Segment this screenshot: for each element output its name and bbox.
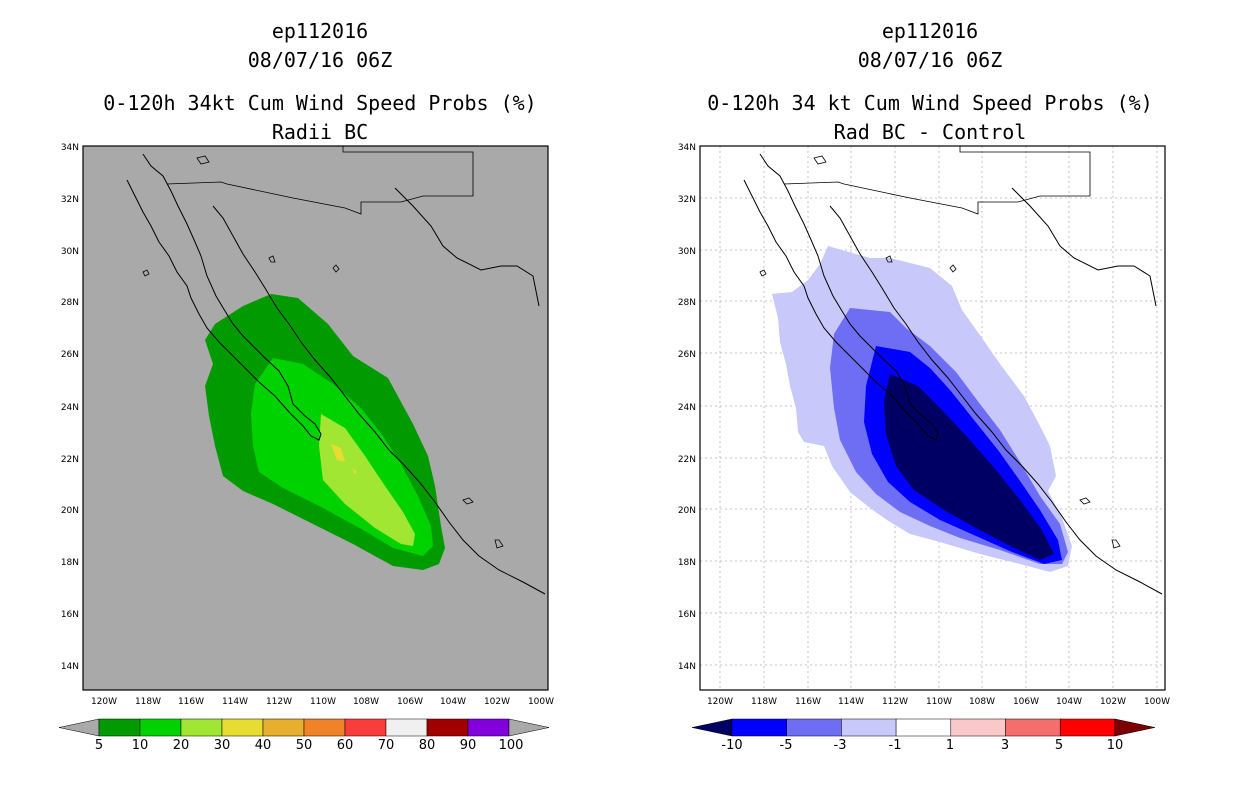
right-cbar-label: -3: [834, 738, 847, 753]
left-lon-label: 110W: [310, 697, 336, 707]
left-map: 34N 32N 30N 28N 26N 24N 22N 20N 18N 16N …: [58, 143, 554, 753]
right-cbar-label: 10: [1107, 738, 1124, 753]
left-lon-label: 102W: [484, 697, 510, 707]
left-lon-label: 114W: [222, 697, 248, 707]
right-title-storm-id: ep112016: [881, 19, 979, 43]
left-cbar-swatch: [180, 718, 223, 737]
left-cbar-label: 60: [337, 738, 354, 753]
right-title-subtitle: Rad BC - Control: [833, 120, 1027, 144]
right-lon-label: 116W: [795, 697, 821, 707]
left-cbar-swatch: [139, 718, 182, 737]
right-lat-label: 28N: [678, 298, 696, 308]
right-map: 34N 32N 30N 28N 26N 24N 22N 20N 18N 16N …: [678, 143, 1170, 753]
left-lat-label: 22N: [61, 455, 79, 465]
left-lat-label: 26N: [61, 350, 79, 360]
right-cbar-swatch: [895, 718, 952, 737]
right-lon-label: 100W: [1144, 697, 1170, 707]
left-title-datetime: 08/07/16 06Z: [247, 48, 393, 72]
left-cbar-swatch: [385, 718, 428, 737]
right-cbar-label: 3: [1001, 738, 1009, 753]
right-lon-label: 110W: [926, 697, 952, 707]
left-lat-label: 20N: [61, 506, 79, 516]
left-lon-label: 108W: [353, 697, 379, 707]
left-lat-label: 34N: [61, 143, 79, 153]
right-colorbar: [691, 718, 1155, 737]
left-lon-label: 116W: [178, 697, 204, 707]
left-cbar-under-triangle: [58, 718, 100, 737]
right-cbar-over-triangle: [1114, 718, 1155, 737]
left-cbar-label: 50: [296, 738, 313, 753]
left-cbar-swatch: [426, 718, 469, 737]
right-lat-label: 16N: [678, 610, 696, 620]
left-cbar-label: 80: [419, 738, 436, 753]
right-shade-minus10: [884, 374, 1054, 560]
left-cbar-label: 5: [95, 738, 103, 753]
left-lat-label: 32N: [61, 195, 79, 205]
left-cbar-label: 100: [499, 738, 524, 753]
left-cbar-swatch: [98, 718, 141, 737]
right-cbar-label: 1: [946, 738, 954, 753]
left-lon-label: 100W: [528, 697, 554, 707]
left-colorbar: [58, 718, 550, 737]
left-cbar-swatch: [262, 718, 305, 737]
left-cbar-over-triangle: [508, 718, 550, 737]
right-lon-label: 112W: [882, 697, 908, 707]
left-lat-label: 14N: [61, 662, 79, 672]
right-lon-label: 104W: [1056, 697, 1082, 707]
right-cbar-swatch: [1005, 718, 1061, 737]
right-lat-label: 26N: [678, 350, 696, 360]
left-cbar-swatch: [344, 718, 387, 737]
left-shade-20: [319, 414, 415, 546]
left-lat-label: 28N: [61, 298, 79, 308]
left-cbar-label: 10: [132, 738, 149, 753]
right-lat-label: 24N: [678, 403, 696, 413]
right-lon-label: 108W: [969, 697, 995, 707]
left-lon-label: 112W: [266, 697, 292, 707]
left-title-product: 0-120h 34kt Cum Wind Speed Probs (%): [103, 91, 537, 115]
right-lon-label: 120W: [707, 697, 733, 707]
left-cbar-label: 30: [214, 738, 231, 753]
right-lat-label: 14N: [678, 662, 696, 672]
right-cbar-swatch: [841, 718, 897, 737]
right-lat-label: 20N: [678, 506, 696, 516]
right-cbar-swatch: [731, 718, 787, 737]
right-lon-label: 106W: [1013, 697, 1039, 707]
left-shade-30: [331, 444, 357, 474]
right-cbar-label: -10: [721, 738, 742, 753]
left-cbar-swatch: [467, 718, 510, 737]
left-lat-label: 24N: [61, 403, 79, 413]
right-cbar-label: 5: [1055, 738, 1063, 753]
right-lon-label: 118W: [751, 697, 777, 707]
left-lat-label: 18N: [61, 558, 79, 568]
left-cbar-swatch: [221, 718, 264, 737]
right-lat-label: 18N: [678, 558, 696, 568]
left-title-subtitle: Radii BC: [271, 120, 369, 144]
left-lon-label: 106W: [397, 697, 423, 707]
left-cbar-label: 20: [173, 738, 190, 753]
right-lon-label: 102W: [1100, 697, 1126, 707]
right-cbar-label: -5: [780, 738, 793, 753]
right-cbar-under-triangle: [691, 718, 733, 737]
left-lat-label: 30N: [61, 247, 79, 257]
right-lat-label: 30N: [678, 247, 696, 257]
right-cbar-swatch: [786, 718, 842, 737]
right-cbar-label: -1: [889, 738, 902, 753]
right-lat-label: 32N: [678, 195, 696, 205]
left-cbar-label: 90: [460, 738, 477, 753]
left-lon-label: 104W: [440, 697, 466, 707]
right-title-datetime: 08/07/16 06Z: [857, 48, 1003, 72]
right-lon-label: 114W: [838, 697, 864, 707]
right-lat-label: 22N: [678, 455, 696, 465]
left-cbar-swatch: [303, 718, 346, 737]
left-lat-label: 16N: [61, 610, 79, 620]
right-title-product: 0-120h 34 kt Cum Wind Speed Probs (%): [707, 91, 1153, 115]
left-cbar-label: 70: [378, 738, 395, 753]
left-cbar-label: 40: [255, 738, 272, 753]
left-lon-label: 118W: [135, 697, 161, 707]
right-cbar-swatch: [1059, 718, 1116, 737]
right-cbar-swatch: [950, 718, 1006, 737]
left-lon-label: 120W: [91, 697, 117, 707]
left-title-storm-id: ep112016: [271, 19, 369, 43]
right-lat-label: 34N: [678, 143, 696, 153]
